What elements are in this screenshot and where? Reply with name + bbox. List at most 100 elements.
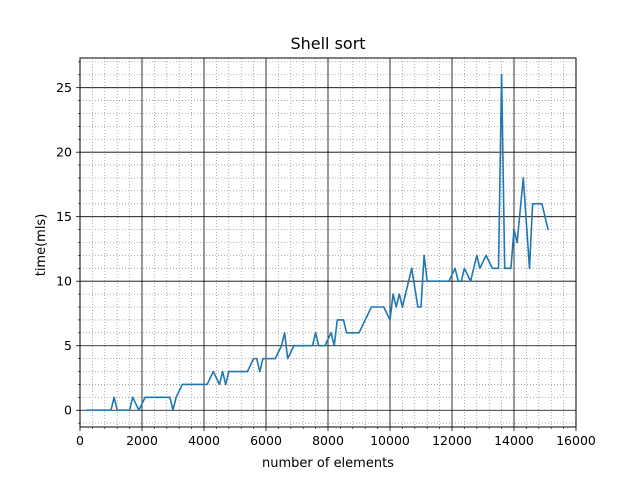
data-point [457, 280, 459, 282]
data-point [246, 370, 248, 373]
data-point [420, 306, 422, 308]
data-point [175, 396, 177, 398]
data-point [274, 358, 276, 360]
data-point [470, 280, 472, 282]
data-point [504, 267, 506, 269]
x-tick-label: 10000 [370, 433, 410, 448]
data-point [212, 370, 214, 373]
data-point [541, 203, 543, 205]
data-point [342, 319, 345, 321]
major-grid [79, 58, 577, 427]
data-point [280, 345, 283, 347]
data-point [144, 396, 146, 398]
x-axis-label: number of elements [262, 456, 394, 471]
data-point [113, 396, 115, 398]
x-tick-label: 4000 [188, 433, 220, 448]
data-point [522, 177, 524, 179]
y-tick-label: 25 [56, 80, 72, 95]
data-point [122, 409, 124, 411]
data-point [284, 332, 286, 334]
y-tick-label: 20 [56, 145, 72, 160]
y-tick-label: 0 [64, 403, 72, 418]
data-point [206, 383, 208, 386]
data-point [324, 345, 326, 347]
data-point [528, 267, 531, 269]
data-point [110, 409, 112, 411]
data-point [510, 267, 512, 269]
data-point [163, 396, 165, 398]
data-point [315, 332, 317, 334]
x-axis-ticks: 0 2000 4000 6000 8000 10000 12000 14000 16000 [76, 427, 596, 448]
data-point [318, 345, 320, 347]
data-point [532, 203, 534, 205]
data-point [398, 293, 400, 295]
data-point [401, 306, 403, 308]
data-point [491, 267, 493, 269]
data-point [181, 383, 183, 386]
data-point [346, 332, 348, 334]
data-point [448, 280, 450, 282]
data-point [222, 370, 224, 373]
data-point [330, 332, 332, 334]
data-point [91, 409, 93, 411]
data-point [187, 383, 190, 386]
data-point [429, 280, 431, 282]
data-point [194, 383, 196, 386]
x-tick-label: 6000 [250, 433, 282, 448]
data-point [535, 203, 537, 205]
data-point [98, 409, 100, 411]
data-point [454, 267, 456, 269]
data-point [389, 319, 391, 321]
data-point [228, 370, 230, 373]
data-point [138, 409, 140, 411]
x-tick-label: 16000 [556, 433, 596, 448]
y-tick-label: 15 [56, 209, 72, 224]
data-point [547, 228, 549, 231]
data-point [516, 241, 518, 244]
data-point [132, 396, 134, 398]
x-tick-label: 14000 [494, 433, 534, 448]
data-point [172, 409, 174, 411]
y-axis-ticks: 0 5 10 15 20 25 [56, 61, 80, 424]
data-point [513, 228, 515, 231]
data-point [426, 280, 428, 282]
data-point [395, 306, 397, 308]
data-point [293, 345, 295, 347]
data-point [485, 254, 487, 257]
data-point [262, 358, 264, 360]
data-point [287, 358, 289, 360]
data-point [129, 409, 131, 411]
data-point [169, 396, 171, 398]
data-point [333, 345, 335, 347]
data-point [311, 345, 314, 347]
data-point [435, 280, 438, 282]
data-point [473, 267, 475, 269]
data-point [501, 74, 503, 76]
data-point [423, 254, 425, 257]
data-point [259, 370, 261, 373]
data-point [358, 332, 360, 334]
data-point [476, 254, 478, 257]
x-tick-label: 12000 [432, 433, 472, 448]
x-tick-label: 8000 [312, 433, 344, 448]
data-point [150, 396, 152, 398]
data-point [404, 293, 407, 295]
data-point [336, 319, 338, 321]
data-point [442, 280, 444, 282]
data-point [256, 358, 258, 360]
y-tick-label: 10 [56, 274, 72, 289]
data-point [411, 267, 413, 269]
data-point [417, 306, 419, 308]
series-layer [85, 73, 549, 412]
data-point [364, 319, 366, 321]
data-point [497, 267, 500, 269]
data-point [377, 306, 379, 308]
data-point [305, 345, 307, 347]
data-point [200, 383, 202, 386]
y-tick-label: 5 [64, 338, 72, 353]
data-point [104, 409, 106, 411]
data-point [240, 370, 242, 373]
data-point [234, 370, 236, 373]
